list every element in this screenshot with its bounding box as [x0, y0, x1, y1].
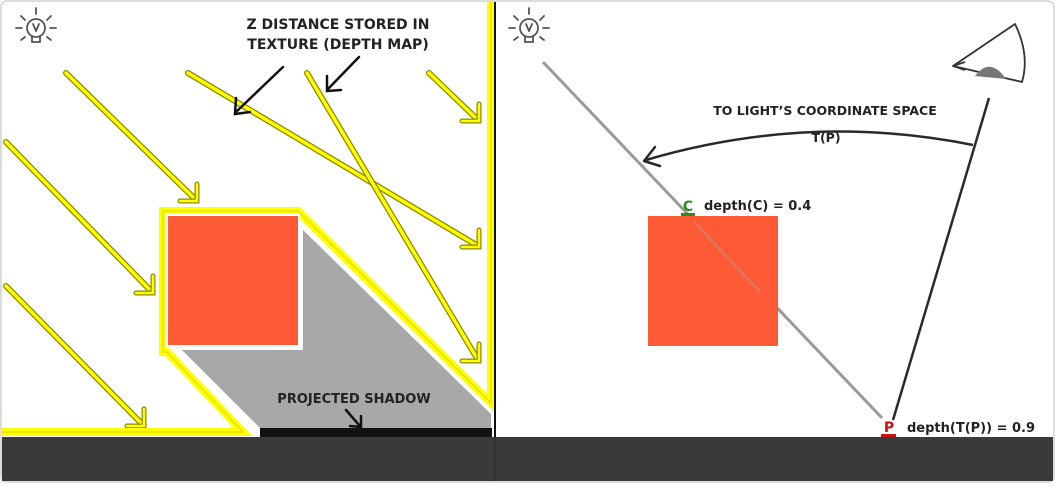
left-panel: Z DISTANCE STORED IN TEXTURE (DEPTH MAP)… — [2, 2, 495, 437]
light-ray — [3, 139, 156, 296]
depth-c-label: depth(C) = 0.4 — [704, 199, 811, 214]
shadow-volume — [182, 230, 491, 430]
depth-p-label: depth(T(P)) = 0.9 — [907, 421, 1035, 436]
light-ray — [63, 70, 200, 204]
point-c-marker — [681, 213, 695, 216]
cube — [166, 214, 300, 347]
point-p-label: P — [884, 420, 894, 436]
transform-arrow — [645, 130, 974, 162]
view-ray — [891, 97, 991, 421]
projected-shadow-label: PROJECTED SHADOW — [277, 392, 430, 407]
light-ray — [304, 70, 482, 364]
camera-eye-icon — [952, 23, 1026, 83]
depth-map-label-line2: TEXTURE (DEPTH MAP) — [247, 37, 428, 53]
point-p-marker — [881, 434, 896, 438]
light-rays — [3, 70, 482, 429]
cube — [648, 216, 778, 346]
shadow-on-ground — [260, 428, 492, 437]
lightbulb-icon — [508, 7, 550, 43]
light-ray — [3, 283, 147, 429]
light-ray — [426, 70, 482, 124]
right-panel: TO LIGHT’S COORDINATE SPACE T(P) C depth… — [508, 7, 1035, 438]
callout-arrows — [233, 55, 361, 116]
transform-label: TO LIGHT’S COORDINATE SPACE — [713, 103, 937, 118]
shadow-callout-arrow — [344, 408, 363, 429]
point-c-label: C — [683, 199, 693, 215]
depth-map-label-line1: Z DISTANCE STORED IN — [247, 17, 430, 33]
ground — [2, 437, 1053, 481]
transform-function: T(P) — [811, 130, 840, 145]
lightbulb-icon — [15, 7, 57, 43]
